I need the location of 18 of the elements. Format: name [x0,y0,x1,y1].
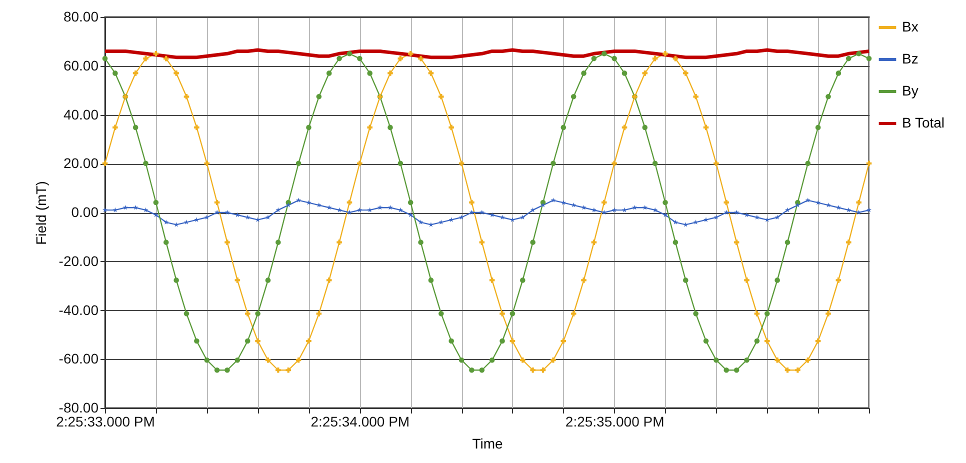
y-tick-label: -40.00 [58,302,99,318]
y-tick-label: 0.00 [71,204,99,220]
legend-label: Bz [902,50,918,66]
y-tick-label: -60.00 [58,350,99,367]
x-tick-label: 2:25:35.000 PM [565,414,664,430]
y-tick-label: 40.00 [63,106,99,122]
y-axis-title: Field (mT) [32,181,49,245]
x-tick-label: 2:25:33.000 PM [56,414,155,430]
y-tick-label: 20.00 [63,155,99,172]
x-axis-title: Time [472,436,504,452]
legend-label: Bx [902,18,918,34]
legend-label: By [902,82,918,98]
legend-label: B Total [902,114,945,130]
y-tick-label: -80.00 [58,400,99,416]
y-tick-label: -20.00 [58,252,99,269]
y-tick-label: 60.00 [63,57,99,74]
x-tick-label: 2:25:34.000 PM [310,414,410,430]
y-tick-label: 80.00 [63,8,99,24]
